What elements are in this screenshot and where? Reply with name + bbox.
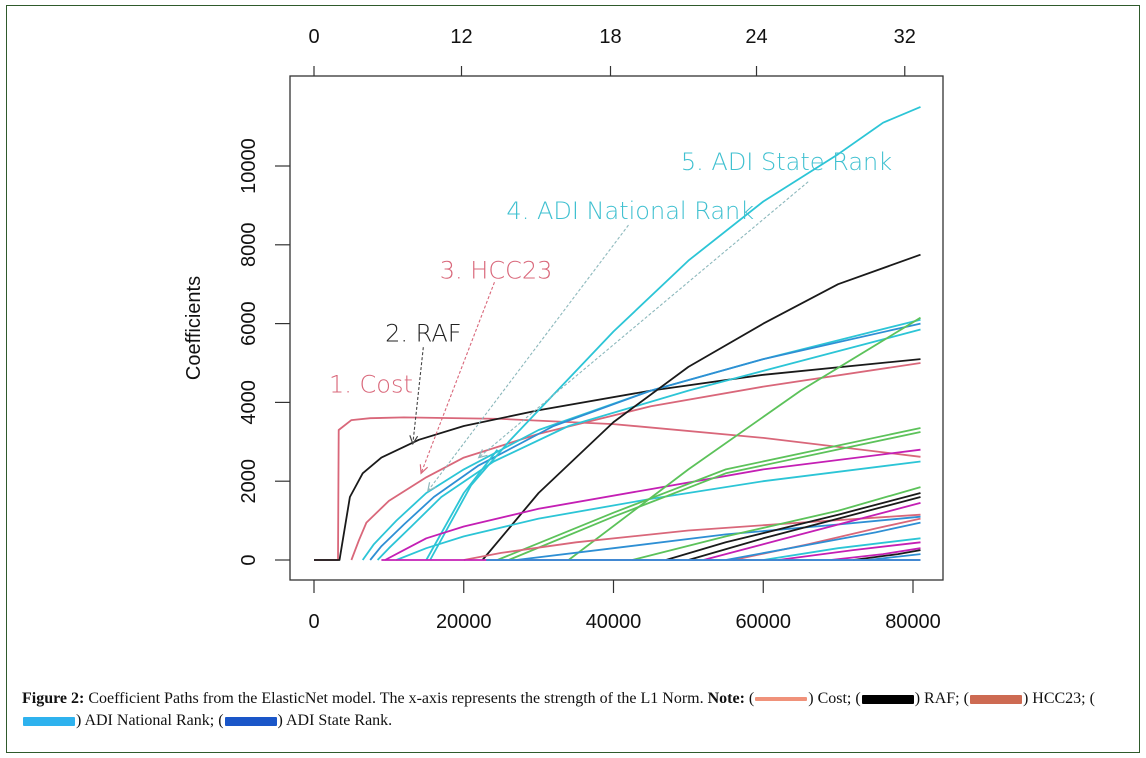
top-tick-label: 0 — [308, 26, 319, 48]
top-tick-label: 32 — [894, 26, 916, 48]
annotation-arrow-3 — [420, 282, 495, 474]
x-axis-top: 0 12 18 24 32 — [308, 26, 916, 76]
caption-legend: () Cost; () RAF; () HCC23; () ADI Nation… — [22, 690, 1095, 729]
x-axis-bottom: 0 20000 40000 60000 80000 — [308, 580, 941, 633]
annotation-arrow-5 — [478, 181, 809, 458]
coefficient-paths-chart: 1. Cost 2. RAF 3. HCC23 4. ADI National Ran… — [183, 26, 944, 633]
series-line-cyan-4 — [396, 460, 921, 561]
legend-item-adi-national-rank: () ADI National Rank; — [22, 690, 1095, 729]
legend-item-hcc23: () HCC23; — [963, 690, 1090, 707]
legend-swatch — [861, 694, 914, 704]
legend-item-raf: () RAF; — [855, 690, 964, 707]
x-tick-label: 20000 — [436, 611, 492, 633]
series-line-black-5 — [852, 549, 921, 561]
legend-label: ) RAF; — [914, 690, 964, 707]
legend-item-adi-state-rank: () ADI State Rank. — [218, 712, 393, 729]
series-line-adi-state-rank-b — [425, 449, 499, 561]
x-tick-label: 0 — [308, 611, 319, 633]
series-line-cyan-5 — [763, 537, 921, 561]
y-tick-label: 4000 — [238, 380, 260, 425]
y-tick-label: 8000 — [238, 223, 260, 267]
series-line-adi-national-rank-c — [376, 328, 921, 561]
legend-label: ) HCC23; — [1022, 690, 1090, 707]
annotation-arrowhead-5 — [477, 449, 488, 459]
y-tick-label: 2000 — [238, 459, 260, 504]
top-tick-label: 12 — [450, 26, 472, 48]
y-axis: 0 2000 4000 6000 8000 10000 — [238, 138, 290, 566]
legend-label: ) ADI National Rank; — [76, 712, 219, 729]
series-line-pink-3 — [463, 513, 921, 561]
annotation-label-2: 2. RAF — [385, 319, 461, 347]
series-line-adi-national-rank-b — [369, 322, 921, 561]
series-line-blue-2 — [516, 515, 921, 561]
series-layer — [314, 106, 921, 561]
x-tick-label: 60000 — [735, 611, 791, 633]
legend-swatch — [755, 697, 808, 702]
series-line-magenta-4 — [830, 547, 921, 561]
series-line-black-4 — [688, 496, 921, 561]
legend-item-cost: () Cost; — [748, 690, 856, 707]
series-line-green-4 — [631, 486, 921, 561]
legend-swatch — [23, 716, 75, 726]
annotation-arrowhead-3 — [419, 464, 429, 475]
y-tick-label: 6000 — [238, 301, 260, 346]
series-line-hcc23 — [350, 362, 921, 561]
series-line-magenta-1 — [384, 448, 921, 561]
series-line-raf — [314, 358, 921, 561]
series-line-green-3 — [568, 316, 921, 561]
annotation-label-5: 5. ADI State Rank — [681, 148, 892, 176]
series-line-blue-3 — [725, 521, 921, 561]
annotation-arrowhead-4 — [426, 482, 437, 493]
y-tick-label: 10000 — [238, 138, 260, 194]
x-tick-label: 80000 — [885, 611, 941, 633]
figure-caption: Figure 2: Coefficient Paths from the Ela… — [22, 688, 1122, 732]
series-line-adi-state-rank — [429, 106, 921, 561]
top-tick-label: 24 — [745, 26, 767, 48]
legend-swatch — [969, 694, 1022, 704]
note-label: Note: — [707, 690, 745, 707]
series-line-green-1 — [497, 427, 921, 561]
caption-text: Coefficient Paths from the ElasticNet mo… — [84, 690, 708, 707]
annotation-layer: 1. Cost 2. RAF 3. HCC23 4. ADI National Ran… — [329, 148, 892, 493]
series-line-green-2 — [508, 431, 921, 561]
legend-swatch — [224, 716, 277, 726]
legend-label: ) ADI State Rank. — [277, 712, 393, 729]
caption-label: Figure 2: — [22, 690, 85, 707]
series-line-magenta-3 — [778, 541, 921, 561]
series-line-blue-4 — [867, 553, 921, 561]
y-tick-label: 0 — [238, 554, 260, 565]
top-tick-label: 18 — [599, 26, 621, 48]
x-tick-label: 40000 — [586, 611, 642, 633]
series-line-black-3 — [665, 492, 921, 561]
annotation-label-3: 3. HCC23 — [440, 256, 553, 284]
y-axis-title: Coefficients — [183, 276, 205, 380]
legend-label: ) Cost; — [808, 690, 856, 707]
annotation-label-1: 1. Cost — [329, 371, 413, 399]
plot-box — [289, 75, 944, 581]
annotation-arrowhead-2 — [409, 435, 419, 446]
annotation-label-4: 4. ADI National Rank — [506, 197, 754, 225]
series-line-black-2 — [481, 253, 921, 561]
annotation-arrow-4 — [427, 224, 629, 492]
series-line-cost — [314, 416, 921, 561]
series-line-magenta-2 — [703, 502, 921, 561]
annotation-arrow-2 — [412, 347, 424, 444]
